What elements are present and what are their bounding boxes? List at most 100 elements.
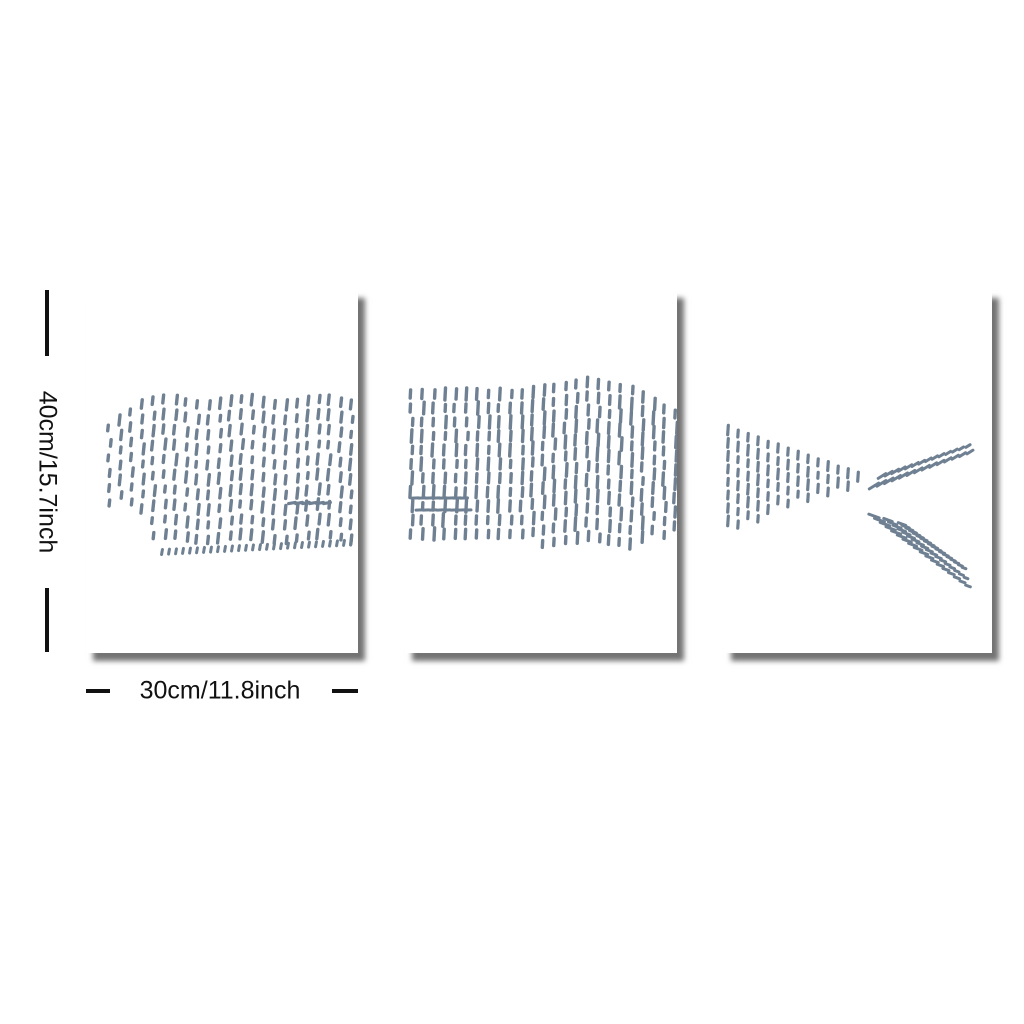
stipple-mark <box>107 498 112 508</box>
stipple-mark <box>508 401 513 415</box>
stipple-mark <box>106 453 111 463</box>
stipple-mark <box>409 428 414 444</box>
stipple-mark <box>726 423 730 437</box>
stipple-mark <box>650 524 655 536</box>
stipple-mark <box>283 414 288 426</box>
stipple-mark <box>272 398 278 410</box>
stipple-mark <box>606 448 611 464</box>
stipple-mark <box>573 433 578 447</box>
stipple-mark <box>348 504 353 515</box>
stipple-mark <box>542 424 547 440</box>
stipple-mark <box>151 530 156 541</box>
stipple-mark <box>420 527 425 541</box>
stipple-mark <box>596 432 601 448</box>
stipple-mark <box>441 458 446 470</box>
stipple-mark <box>585 375 590 389</box>
stipple-mark <box>836 476 840 489</box>
stipple-mark <box>163 528 169 541</box>
stipple-mark <box>896 465 907 473</box>
stipple-mark <box>498 457 503 471</box>
stipple-mark <box>286 541 290 550</box>
stipple-mark <box>454 387 459 401</box>
stipple-mark <box>540 440 545 452</box>
stipple-mark <box>171 438 177 451</box>
stipple-mark <box>421 508 431 512</box>
stipple-mark <box>542 410 547 426</box>
width-dimension-label: 30cm/11.8inch <box>139 676 301 705</box>
stipple-mark <box>206 473 212 487</box>
stipple-mark <box>520 528 525 540</box>
stipple-mark <box>107 467 112 479</box>
stipple-mark <box>272 542 276 551</box>
stipple-mark <box>328 453 333 467</box>
stipple-mark <box>250 439 255 450</box>
stipple-mark <box>419 456 424 472</box>
stipple-mark <box>962 575 970 581</box>
stipple-mark <box>227 423 232 438</box>
stipple-mark <box>464 386 469 402</box>
stipple-mark <box>617 493 622 507</box>
stipple-mark <box>442 484 447 500</box>
stipple-mark <box>195 518 200 531</box>
stipple-mark <box>520 414 525 430</box>
stipple-mark <box>652 511 656 521</box>
stipple-mark <box>271 414 276 425</box>
height-marker-top <box>45 290 49 356</box>
stipple-mark <box>475 457 480 471</box>
stipple-mark <box>238 499 243 509</box>
stipple-mark <box>736 428 740 439</box>
stipple-mark <box>279 542 283 551</box>
stipple-mark <box>195 546 199 555</box>
stipple-mark <box>188 546 192 555</box>
stipple-mark <box>796 489 800 499</box>
stipple-mark <box>826 473 830 485</box>
stipple-mark <box>261 395 266 409</box>
stipple-mark <box>586 529 591 543</box>
stipple-mark <box>957 572 965 577</box>
stipple-mark <box>520 470 525 486</box>
stipple-mark <box>652 467 657 481</box>
stipple-mark <box>228 498 234 513</box>
stipple-mark <box>531 526 535 538</box>
stipple-mark <box>419 444 423 456</box>
stipple-mark <box>167 547 171 556</box>
stipple-mark <box>152 484 158 498</box>
stipple-mark <box>520 428 525 444</box>
stipple-mark <box>531 384 536 400</box>
stipple-mark <box>596 391 601 405</box>
height-marker-bottom <box>45 588 49 652</box>
stipple-mark <box>140 459 145 469</box>
stipple-mark <box>151 499 156 513</box>
stipple-mark <box>935 562 946 569</box>
stipple-mark <box>453 486 458 498</box>
stipple-mark <box>250 514 255 525</box>
stipple-mark <box>766 491 770 502</box>
stipple-mark <box>239 513 244 525</box>
canvas-panel-body <box>405 290 677 653</box>
stipple-mark <box>410 444 415 456</box>
stipple-mark <box>339 426 344 438</box>
stipple-mark <box>161 393 166 405</box>
stipple-mark <box>944 449 953 456</box>
stipple-mark <box>271 428 276 441</box>
stipple-mark <box>205 489 211 501</box>
stipple-mark <box>317 439 322 449</box>
stipple-mark <box>463 486 468 498</box>
stipple-mark <box>249 498 254 511</box>
stipple-mark <box>641 476 645 486</box>
stipple-mark <box>272 534 277 545</box>
stipple-mark <box>118 445 123 455</box>
stipple-mark <box>607 394 612 406</box>
stipple-mark <box>541 524 546 536</box>
stipple-mark <box>766 478 770 489</box>
stipple-mark <box>541 397 546 411</box>
stipple-mark <box>271 503 276 516</box>
height-dimension-label: 40cm/15.7inch <box>33 390 62 554</box>
stipple-mark <box>930 454 940 461</box>
stipple-mark <box>736 467 740 478</box>
stipple-mark <box>325 467 331 482</box>
stipple-mark <box>606 478 611 490</box>
stipple-mark <box>196 413 202 426</box>
stipple-mark <box>230 544 234 553</box>
stipple-mark <box>575 391 580 404</box>
